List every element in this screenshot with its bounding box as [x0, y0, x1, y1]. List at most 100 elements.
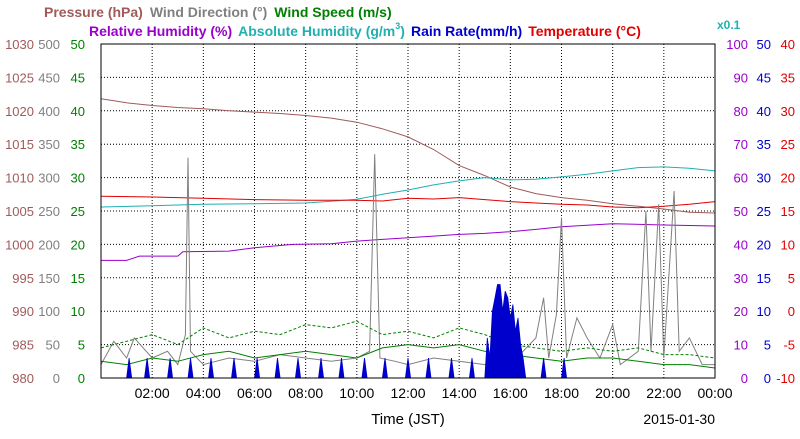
x-tick-label: 16:00 [493, 385, 528, 401]
y-tick-label-wind-direction: 250 [38, 204, 60, 219]
legend-scale-note: x0.1 [717, 18, 741, 32]
legend-item: Relative Humidity (%) [89, 23, 232, 39]
y-tick-label-pressure: 1000 [5, 237, 34, 252]
x-tick-label: 06:00 [237, 385, 272, 401]
y-tick-label-wind-speed: 0 [78, 371, 85, 386]
legend-superscript: 3 [395, 21, 400, 31]
y-tick-label-temperature: 30 [781, 104, 795, 119]
legend-item: Wind Speed (m/s) [274, 4, 391, 20]
y-tick-label-rain-rate: 15 [757, 271, 771, 286]
x-axis-title: Time (JST) [371, 411, 445, 428]
y-tick-label-rain-rate: 25 [757, 204, 771, 219]
y-tick-label-temperature: 35 [781, 70, 795, 85]
y-tick-label-relative-humidity: 70 [734, 137, 748, 152]
y-tick-label-temperature: -10 [776, 371, 795, 386]
y-tick-label-wind-direction: 150 [38, 271, 60, 286]
y-tick-label-wind-speed: 25 [71, 204, 85, 219]
series-wind-speed-gust-m-s-line [100, 320, 716, 359]
y-tick-label-pressure: 1025 [5, 70, 34, 85]
y-tick-label-temperature: -5 [783, 338, 795, 353]
y-tick-label-wind-speed: 15 [71, 271, 85, 286]
y-tick-label-wind-direction: 300 [38, 171, 60, 186]
x-tick-label: 18:00 [544, 385, 579, 401]
y-tick-label-rain-rate: 50 [757, 37, 771, 52]
y-tick-label-wind-speed: 30 [71, 171, 85, 186]
y-tick-label-relative-humidity: 30 [734, 271, 748, 286]
y-tick-label-wind-speed: 50 [71, 37, 85, 52]
x-tick-label: 08:00 [288, 385, 323, 401]
legend-item: Absolute Humidity (g/m [238, 23, 395, 39]
y-tick-label-pressure: 985 [12, 338, 34, 353]
series-wind-direction-line [100, 154, 715, 366]
y-tick-label-relative-humidity: 50 [734, 204, 748, 219]
y-tick-label-rain-rate: 10 [757, 304, 771, 319]
series-rain-rate-mm-h-area [101, 284, 588, 379]
y-tick-label-pressure: 1005 [5, 204, 34, 219]
y-tick-label-wind-speed: 20 [71, 237, 85, 252]
y-tick-label-temperature: 0 [788, 304, 795, 319]
y-tick-label-rain-rate: 5 [764, 338, 771, 353]
y-tick-label-relative-humidity: 40 [734, 237, 748, 252]
y-tick-label-relative-humidity: 80 [734, 104, 748, 119]
series-relative-humidity-line [101, 223, 716, 261]
y-tick-label-wind-direction: 100 [38, 304, 60, 319]
y-tick-label-relative-humidity: 20 [734, 304, 748, 319]
y-tick-label-pressure: 1010 [5, 171, 34, 186]
y-tick-label-wind-direction: 200 [38, 237, 60, 252]
series-absolute-humidity-g-m3-x0-1-line [100, 166, 716, 208]
y-tick-label-wind-direction: 500 [38, 37, 60, 52]
y-tick-label-relative-humidity: 10 [734, 338, 748, 353]
y-tick-label-rain-rate: 0 [764, 371, 771, 386]
y-tick-label-relative-humidity: 0 [741, 371, 748, 386]
x-tick-label: 00:00 [697, 385, 732, 401]
y-tick-label-wind-direction: 350 [38, 137, 60, 152]
y-tick-label-pressure: 1030 [5, 37, 34, 52]
y-tick-label-rain-rate: 45 [757, 70, 771, 85]
x-tick-label: 14:00 [442, 385, 477, 401]
y-tick-label-wind-speed: 5 [78, 338, 85, 353]
y-tick-label-wind-direction: 50 [46, 338, 60, 353]
legend-item: Pressure (hPa) [44, 4, 143, 20]
y-tick-label-rain-rate: 30 [757, 171, 771, 186]
legend-item-suffix: ) [400, 23, 405, 39]
x-tick-label: 10:00 [339, 385, 374, 401]
y-tick-label-wind-direction: 400 [38, 104, 60, 119]
y-tick-label-pressure: 980 [12, 371, 34, 386]
y-tick-label-wind-direction: 0 [53, 371, 60, 386]
x-tick-label: 22:00 [646, 385, 681, 401]
y-tick-label-temperature: 5 [788, 271, 795, 286]
x-tick-label: 12:00 [390, 385, 425, 401]
y-tick-label-temperature: 20 [781, 171, 795, 186]
y-tick-label-wind-speed: 10 [71, 304, 85, 319]
y-tick-label-relative-humidity: 60 [734, 171, 748, 186]
legend-item: Wind Direction (°) [150, 4, 267, 20]
y-tick-label-rain-rate: 35 [757, 137, 771, 152]
y-tick-label-relative-humidity: 90 [734, 70, 748, 85]
y-tick-label-pressure: 1020 [5, 104, 34, 119]
date-label: 2015-01-30 [643, 411, 715, 427]
y-tick-label-wind-speed: 40 [71, 104, 85, 119]
x-tick-label: 04:00 [186, 385, 221, 401]
legend-item: Rain Rate(mm/h) [411, 23, 522, 39]
series-pressure-hpa-line [100, 98, 716, 214]
y-tick-label-temperature: 40 [781, 37, 795, 52]
y-tick-label-temperature: 15 [781, 204, 795, 219]
y-tick-label-wind-direction: 450 [38, 70, 60, 85]
legend-item: Temperature (°C) [528, 23, 641, 39]
y-tick-label-wind-speed: 35 [71, 137, 85, 152]
x-tick-label: 20:00 [595, 385, 630, 401]
y-tick-label-pressure: 995 [12, 271, 34, 286]
y-tick-label-relative-humidity: 100 [726, 37, 748, 52]
y-tick-label-wind-speed: 45 [71, 70, 85, 85]
y-tick-label-pressure: 1015 [5, 137, 34, 152]
x-tick-label: 02:00 [135, 385, 170, 401]
series-temperature-c-line [100, 195, 716, 209]
plot-frame [100, 43, 716, 379]
y-tick-label-rain-rate: 20 [757, 237, 771, 252]
y-tick-label-temperature: 25 [781, 137, 795, 152]
y-tick-label-pressure: 990 [12, 304, 34, 319]
series-wind-speed-m-s-line [100, 344, 716, 369]
y-tick-label-temperature: 10 [781, 237, 795, 252]
